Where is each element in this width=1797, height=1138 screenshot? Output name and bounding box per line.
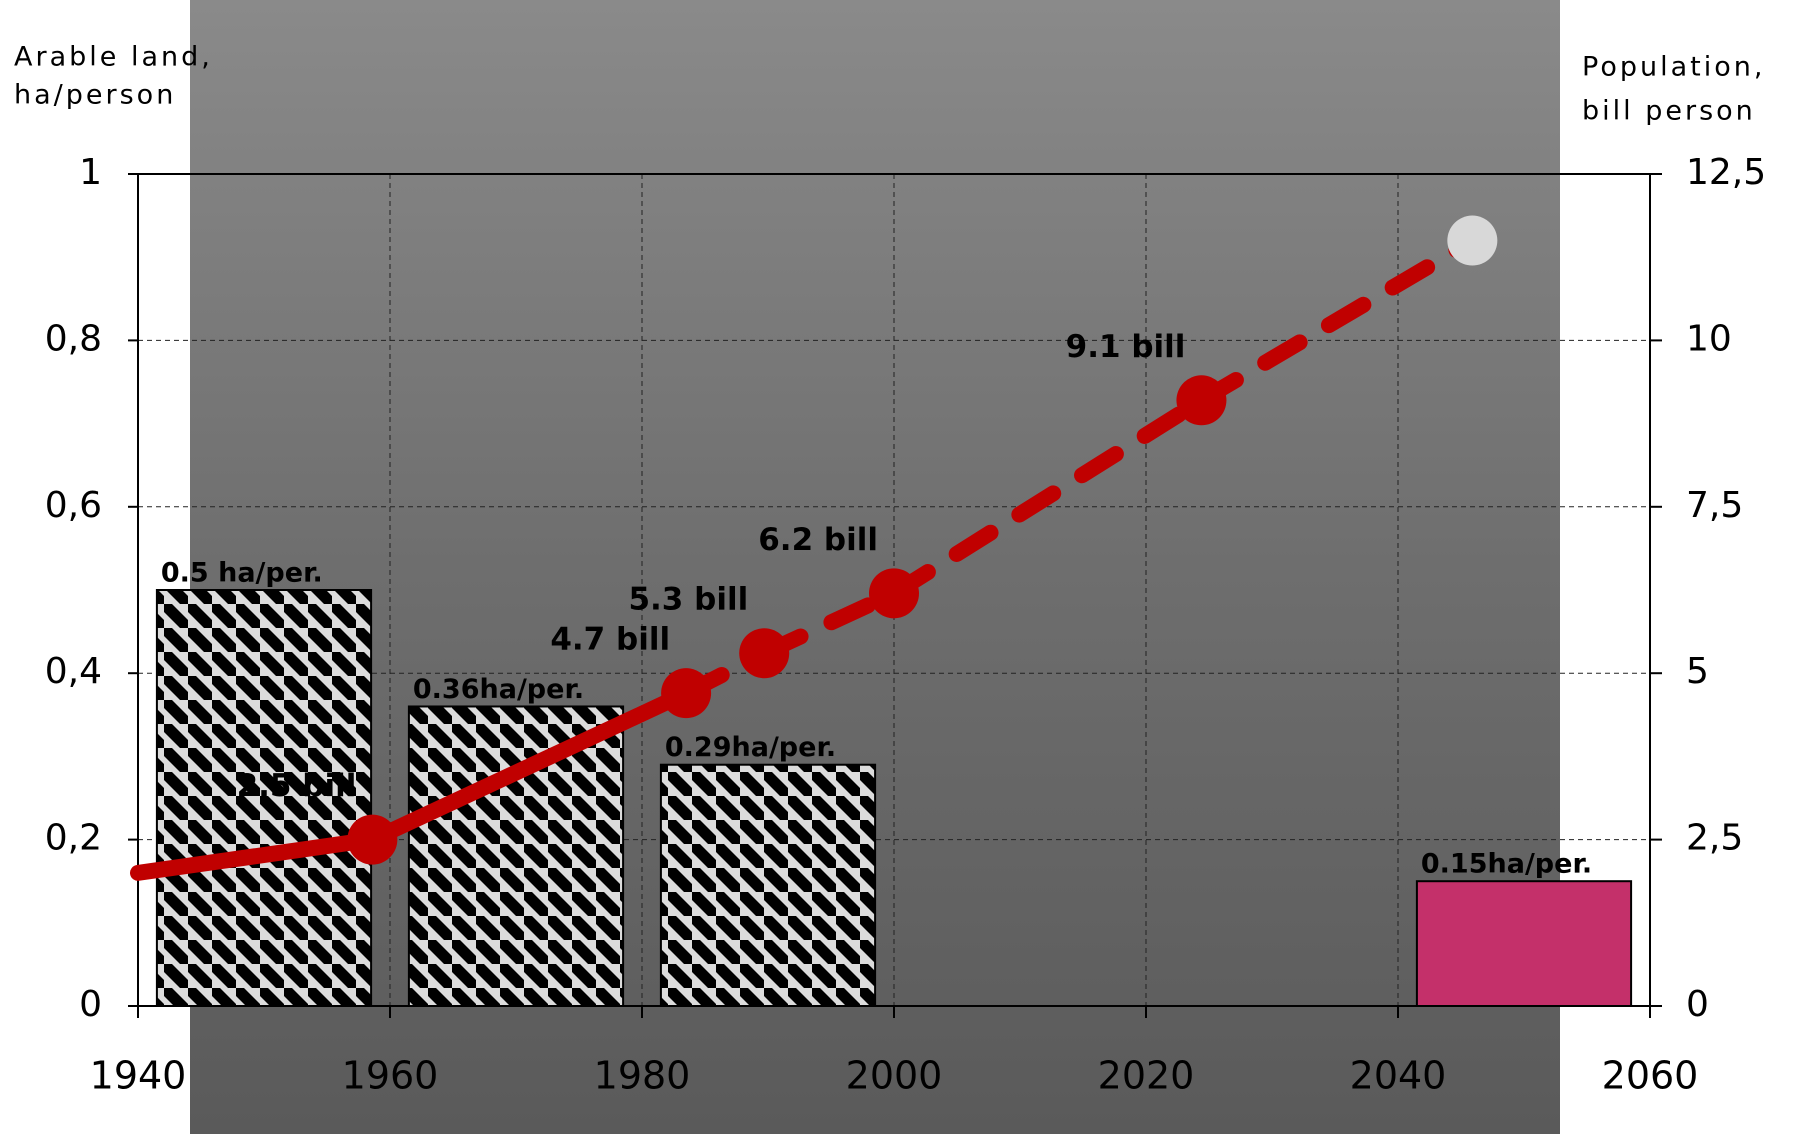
- y2-tick-label: 12,5: [1686, 152, 1766, 193]
- y-tick-label: 0,8: [45, 318, 102, 359]
- y2-tick-label: 7,5: [1686, 485, 1743, 526]
- x-tick-label: 1960: [342, 1054, 439, 1098]
- population-marker: [739, 628, 789, 678]
- population-marker: [869, 568, 919, 618]
- chart: Arable land, ha/person Population, bill …: [0, 0, 1797, 1134]
- population-marker: [1176, 375, 1226, 425]
- y2-tick-label: 2,5: [1686, 818, 1743, 859]
- y2-tick-label: 0: [1686, 984, 1709, 1025]
- population-marker: [347, 815, 397, 865]
- y-tick-label: 0: [79, 984, 102, 1025]
- population-label: 9.1 bill: [1066, 329, 1186, 365]
- bar-label: 0.36ha/per.: [413, 674, 584, 705]
- y-tick-label: 0,6: [45, 485, 102, 526]
- population-label: 4.7 bill: [550, 622, 670, 658]
- population-marker: [661, 668, 711, 718]
- x-tick-label: 1940: [90, 1054, 187, 1098]
- y-axis-label: Arable land,: [14, 42, 213, 73]
- y-tick-label: 0,4: [45, 651, 102, 692]
- y-tick-label: 1: [79, 152, 102, 193]
- bar: [661, 765, 875, 1006]
- bar: [409, 706, 623, 1006]
- bar-label: 0.29ha/per.: [665, 732, 836, 763]
- bar: [1417, 881, 1631, 1006]
- population-marker: [1447, 216, 1497, 266]
- x-tick-label: 2000: [846, 1054, 943, 1098]
- x-tick-label: 2040: [1350, 1054, 1447, 1098]
- y-tick-label: 0,2: [45, 818, 102, 859]
- y-axis-label: ha/person: [14, 80, 176, 111]
- x-tick-label: 2020: [1098, 1054, 1195, 1098]
- population-label: 2.5 bill: [237, 768, 357, 804]
- y2-axis-label: Population,: [1582, 52, 1765, 83]
- bar-label: 0.15ha/per.: [1421, 849, 1592, 880]
- population-label: 5.3 bill: [628, 582, 748, 618]
- bar-label: 0.5 ha/per.: [161, 558, 323, 589]
- x-tick-label: 1980: [594, 1054, 691, 1098]
- y2-tick-label: 10: [1686, 318, 1732, 359]
- x-tick-label: 2060: [1602, 1054, 1699, 1098]
- y2-axis-label: bill person: [1582, 96, 1756, 127]
- population-label: 6.2 bill: [758, 522, 878, 558]
- y2-tick-label: 5: [1686, 651, 1709, 692]
